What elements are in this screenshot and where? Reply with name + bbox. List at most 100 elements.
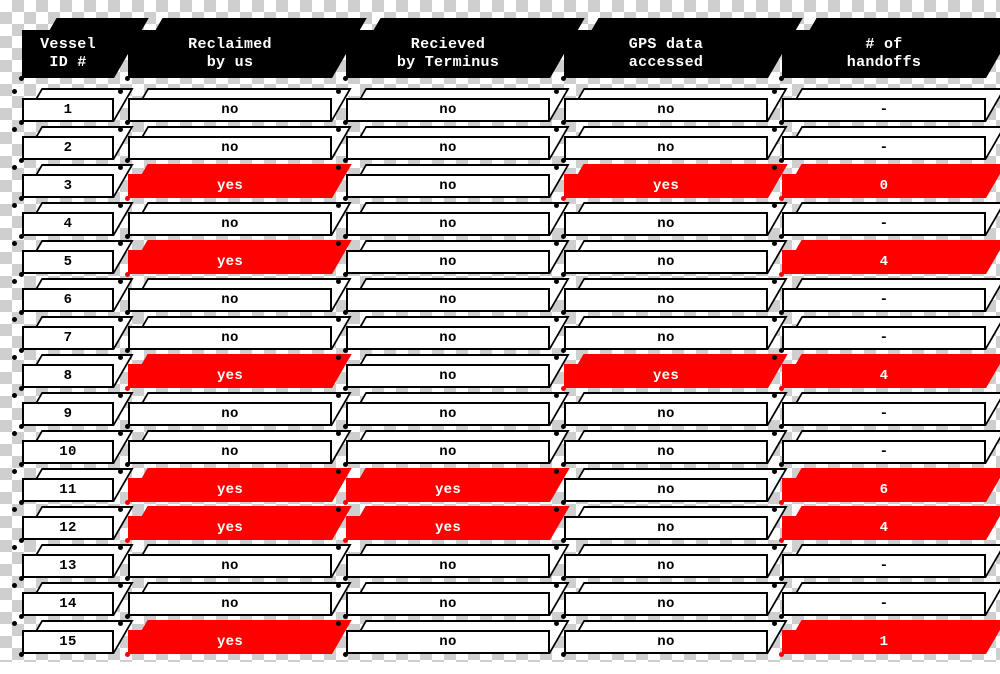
cell-gps-row-3: yes [564, 164, 768, 198]
cell-id-row-7: 7 [22, 316, 114, 350]
cell-value: - [782, 440, 986, 464]
cell-value: no [564, 592, 768, 616]
cell-handoffs-row-14: - [782, 582, 986, 616]
cell-value: no [128, 98, 332, 122]
header-reclaimed: Reclaimed by us [128, 18, 332, 78]
cell-value: 4 [782, 516, 986, 540]
cell-gps-row-14: no [564, 582, 768, 616]
cell-received-row-14: no [346, 582, 550, 616]
cell-value: no [346, 440, 550, 464]
cell-received-row-8: no [346, 354, 550, 388]
cell-value: 5 [22, 250, 114, 274]
cell-value: 11 [22, 478, 114, 502]
cell-reclaimed-row-5: yes [128, 240, 332, 274]
column-received: Recieved by Terminusnononononononononono… [346, 18, 550, 654]
cell-reclaimed-row-2: no [128, 126, 332, 160]
cell-value: no [346, 630, 550, 654]
cell-handoffs-row-9: - [782, 392, 986, 426]
cell-value: yes [128, 630, 332, 654]
cell-value: no [564, 516, 768, 540]
cell-received-row-10: no [346, 430, 550, 464]
cell-value: no [346, 212, 550, 236]
cell-value: yes [346, 478, 550, 502]
cell-value: 7 [22, 326, 114, 350]
header-label: # of handoffs [782, 30, 986, 78]
cell-received-row-2: no [346, 126, 550, 160]
cell-handoffs-row-1: - [782, 88, 986, 122]
cell-value: no [564, 478, 768, 502]
cell-received-row-5: no [346, 240, 550, 274]
cell-value: 15 [22, 630, 114, 654]
cell-reclaimed-row-6: no [128, 278, 332, 312]
cell-value: 3 [22, 174, 114, 198]
cell-value: no [346, 250, 550, 274]
column-gps: GPS data accessed no no yes no no no no yes no no n… [564, 18, 768, 654]
cell-handoffs-row-6: - [782, 278, 986, 312]
cell-reclaimed-row-15: yes [128, 620, 332, 654]
cell-gps-row-4: no [564, 202, 768, 236]
cell-gps-row-7: no [564, 316, 768, 350]
cell-received-row-7: no [346, 316, 550, 350]
cell-received-row-12: yes [346, 506, 550, 540]
cell-value: - [782, 554, 986, 578]
cell-gps-row-1: no [564, 88, 768, 122]
cell-handoffs-row-2: - [782, 126, 986, 160]
cell-id-row-12: 12 [22, 506, 114, 540]
cell-reclaimed-row-8: yes [128, 354, 332, 388]
cell-value: yes [128, 250, 332, 274]
cell-gps-row-6: no [564, 278, 768, 312]
cell-handoffs-row-11: 6 [782, 468, 986, 502]
cell-value: no [128, 212, 332, 236]
cell-value: 0 [782, 174, 986, 198]
cell-gps-row-10: no [564, 430, 768, 464]
header-label: GPS data accessed [564, 30, 768, 78]
cell-value: no [564, 554, 768, 578]
cell-value: no [346, 592, 550, 616]
cell-id-row-15: 15 [22, 620, 114, 654]
cell-value: - [782, 136, 986, 160]
cell-value: no [346, 136, 550, 160]
header-label: Vessel ID # [22, 30, 114, 78]
cell-value: no [564, 250, 768, 274]
header-id: Vessel ID # [22, 18, 114, 78]
cell-value: 6 [782, 478, 986, 502]
cell-reclaimed-row-12: yes [128, 506, 332, 540]
cell-value: no [128, 592, 332, 616]
cell-gps-row-15: no [564, 620, 768, 654]
cell-value: yes [564, 174, 768, 198]
cell-value: 4 [782, 250, 986, 274]
cell-value: yes [128, 174, 332, 198]
cell-reclaimed-row-9: no [128, 392, 332, 426]
cell-value: no [564, 98, 768, 122]
cell-value: no [564, 288, 768, 312]
cell-value: no [346, 326, 550, 350]
cell-value: 10 [22, 440, 114, 464]
column-reclaimed: Reclaimed by us no no yes no yes no no yes no no ye… [128, 18, 332, 654]
cell-value: 14 [22, 592, 114, 616]
cell-reclaimed-row-10: no [128, 430, 332, 464]
header-gps: GPS data accessed [564, 18, 768, 78]
column-id: Vessel ID #123456789101112131415 [22, 18, 114, 654]
header-label: Recieved by Terminus [346, 30, 550, 78]
cell-value: - [782, 592, 986, 616]
cell-gps-row-8: yes [564, 354, 768, 388]
cell-id-row-9: 9 [22, 392, 114, 426]
cell-value: no [564, 440, 768, 464]
cell-value: no [128, 288, 332, 312]
cell-value: no [128, 326, 332, 350]
cell-value: no [346, 174, 550, 198]
cell-value: 2 [22, 136, 114, 160]
header-label: Reclaimed by us [128, 30, 332, 78]
cell-value: - [782, 98, 986, 122]
cell-value: no [128, 554, 332, 578]
cell-handoffs-row-12: 4 [782, 506, 986, 540]
cell-value: no [564, 326, 768, 350]
cell-value: 1 [22, 98, 114, 122]
cell-received-row-15: no [346, 620, 550, 654]
cell-reclaimed-row-4: no [128, 202, 332, 236]
cell-value: no [128, 402, 332, 426]
cell-handoffs-row-15: 1 [782, 620, 986, 654]
cell-reclaimed-row-3: yes [128, 164, 332, 198]
cell-id-row-13: 13 [22, 544, 114, 578]
cell-received-row-3: no [346, 164, 550, 198]
